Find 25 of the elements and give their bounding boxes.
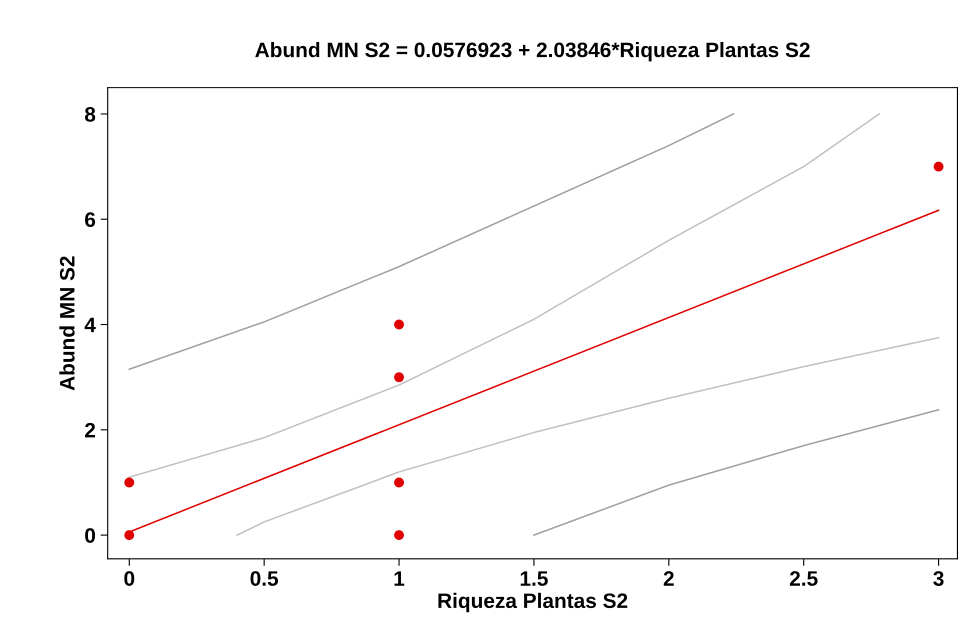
x-tick-label: 1 <box>394 571 404 586</box>
point <box>394 372 404 382</box>
x-tick-label: 0 <box>124 571 134 586</box>
line-series <box>128 113 734 370</box>
y-tick-label: 0 <box>85 528 96 543</box>
x-axis-title: Riqueza Plantas S2 <box>438 592 628 612</box>
point <box>394 320 404 330</box>
point <box>124 477 134 488</box>
x-tick-label: 2.5 <box>790 571 818 586</box>
x-tick-label: 0.5 <box>250 571 278 586</box>
line-series <box>533 409 940 536</box>
point <box>934 162 944 172</box>
chart-title: Abund MN S2 = 0.0576923 + 2.03846*Riqueza Plantas S2 <box>255 42 810 62</box>
point <box>394 477 404 488</box>
x-tick-label: 1.5 <box>520 571 548 586</box>
point <box>124 530 134 540</box>
y-tick-label: 4 <box>84 318 96 332</box>
y-tick-label: 6 <box>85 212 96 227</box>
y-tick-label: 2 <box>85 422 96 438</box>
x-tick-label: 3 <box>933 571 944 586</box>
line-series <box>236 336 940 536</box>
point <box>394 530 404 540</box>
y-tick-label: 8 <box>84 106 96 122</box>
y-axis-title: Abund MN S2 <box>59 256 75 390</box>
x-tick-label: 2 <box>664 571 674 586</box>
